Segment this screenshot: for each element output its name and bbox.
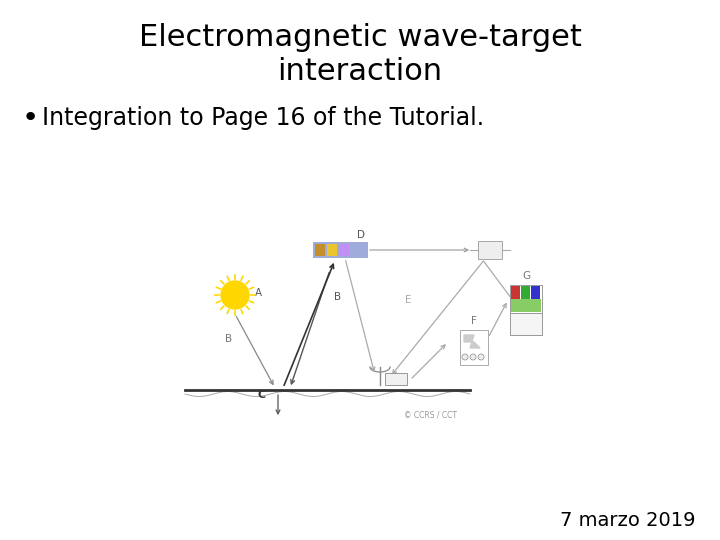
Text: A: A <box>255 288 262 298</box>
Bar <box>478 241 502 259</box>
Text: 7 marzo 2019: 7 marzo 2019 <box>559 510 695 530</box>
Bar <box>511 286 520 299</box>
Bar <box>327 244 337 256</box>
Bar <box>531 286 540 299</box>
Bar <box>313 242 368 258</box>
Text: C: C <box>257 390 265 400</box>
Polygon shape <box>464 335 480 348</box>
Circle shape <box>221 281 249 309</box>
Bar <box>510 285 542 313</box>
Text: Integration to Page 16 of the Tutorial.: Integration to Page 16 of the Tutorial. <box>42 106 484 130</box>
Bar <box>339 244 349 256</box>
Text: © CCRS / CCT: © CCRS / CCT <box>403 411 456 420</box>
Text: interaction: interaction <box>277 57 443 86</box>
Bar <box>315 244 325 256</box>
Bar <box>511 299 541 312</box>
Bar <box>510 313 542 335</box>
Text: E: E <box>405 295 412 305</box>
Bar <box>460 330 488 365</box>
Bar <box>385 373 407 385</box>
Text: Electromagnetic wave-target: Electromagnetic wave-target <box>138 24 582 52</box>
Bar <box>521 286 530 299</box>
Text: B: B <box>334 292 341 302</box>
Text: G: G <box>522 271 530 281</box>
Circle shape <box>462 354 468 360</box>
Circle shape <box>478 354 484 360</box>
Text: D: D <box>357 230 365 240</box>
Text: F: F <box>471 316 477 326</box>
Text: •: • <box>22 104 40 132</box>
Circle shape <box>470 354 476 360</box>
Text: B: B <box>225 334 232 344</box>
